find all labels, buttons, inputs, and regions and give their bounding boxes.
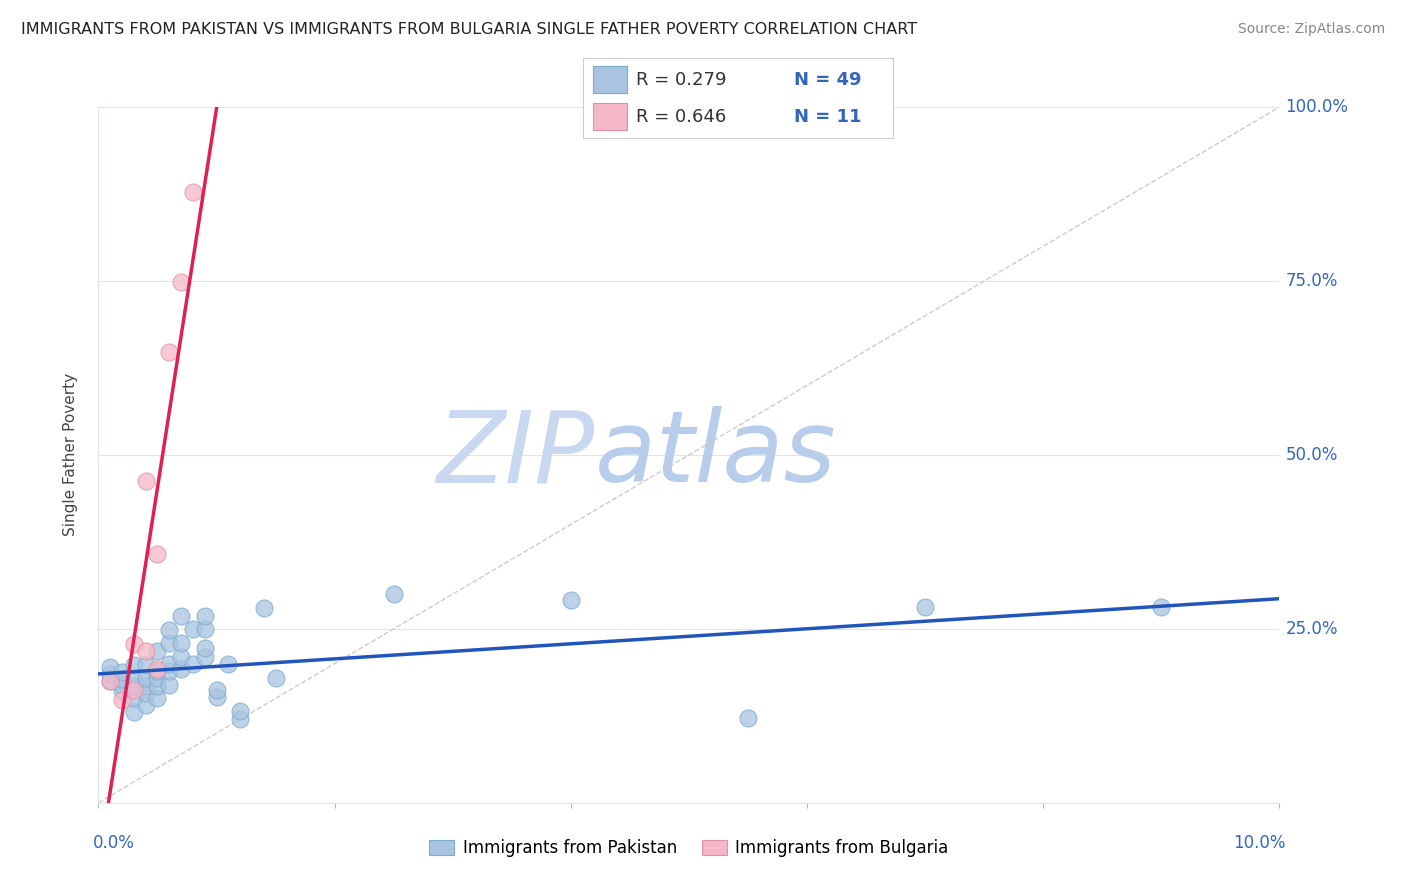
Point	[122, 683, 145, 698]
Point	[170, 276, 193, 290]
Point	[146, 644, 169, 658]
Text: R = 0.279: R = 0.279	[636, 70, 727, 88]
Point	[157, 677, 180, 691]
Point	[170, 609, 193, 624]
Point	[122, 658, 145, 673]
Point	[146, 679, 169, 693]
Point	[914, 599, 936, 614]
Text: 50.0%: 50.0%	[1285, 446, 1337, 464]
Point	[157, 664, 180, 678]
Text: atlas: atlas	[595, 407, 837, 503]
Text: IMMIGRANTS FROM PAKISTAN VS IMMIGRANTS FROM BULGARIA SINGLE FATHER POVERTY CORRE: IMMIGRANTS FROM PAKISTAN VS IMMIGRANTS F…	[21, 22, 917, 37]
Point	[146, 662, 169, 676]
Point	[111, 693, 134, 707]
Text: N = 49: N = 49	[794, 70, 862, 88]
Text: R = 0.646: R = 0.646	[636, 108, 727, 126]
Point	[170, 662, 193, 676]
Point	[205, 690, 228, 704]
Legend: Immigrants from Pakistan, Immigrants from Bulgaria: Immigrants from Pakistan, Immigrants fro…	[423, 833, 955, 864]
Point	[135, 698, 157, 713]
Point	[122, 691, 145, 706]
Point	[98, 667, 121, 681]
Point	[122, 679, 145, 693]
Point	[98, 674, 121, 689]
Point	[264, 671, 287, 685]
Point	[170, 649, 193, 664]
Point	[170, 636, 193, 650]
Point	[111, 677, 134, 691]
Point	[122, 672, 145, 686]
Point	[205, 683, 228, 698]
Point	[1150, 599, 1173, 614]
Point	[135, 475, 157, 489]
Text: 25.0%: 25.0%	[1285, 620, 1339, 638]
Point	[253, 601, 276, 615]
Point	[98, 660, 121, 674]
Point	[737, 711, 759, 725]
Point	[135, 686, 157, 700]
FancyBboxPatch shape	[593, 66, 627, 94]
Point	[146, 664, 169, 678]
Point	[146, 547, 169, 561]
Text: N = 11: N = 11	[794, 108, 862, 126]
Point	[146, 691, 169, 706]
Text: 75.0%: 75.0%	[1285, 272, 1337, 290]
Point	[135, 679, 157, 693]
Point	[98, 674, 121, 689]
Point	[194, 609, 217, 624]
Text: ZIP: ZIP	[436, 407, 595, 503]
Point	[382, 587, 405, 601]
Point	[122, 637, 145, 651]
Point	[111, 672, 134, 686]
Y-axis label: Single Father Poverty: Single Father Poverty	[63, 374, 77, 536]
Point	[111, 684, 134, 698]
Point	[229, 712, 252, 726]
Text: 10.0%: 10.0%	[1233, 834, 1285, 852]
Point	[194, 649, 217, 664]
Point	[560, 592, 582, 607]
Point	[157, 345, 180, 359]
Point	[135, 644, 157, 658]
Point	[181, 185, 204, 199]
Text: 0.0%: 0.0%	[93, 834, 135, 852]
Point	[181, 657, 204, 671]
Point	[135, 658, 157, 673]
Point	[157, 624, 180, 638]
Point	[135, 671, 157, 685]
Point	[229, 704, 252, 718]
Point	[157, 657, 180, 671]
Point	[157, 636, 180, 650]
Text: Source: ZipAtlas.com: Source: ZipAtlas.com	[1237, 22, 1385, 37]
Point	[194, 622, 217, 636]
Point	[194, 641, 217, 656]
Point	[122, 706, 145, 720]
FancyBboxPatch shape	[593, 103, 627, 130]
Point	[181, 622, 204, 636]
Point	[111, 665, 134, 679]
Point	[146, 671, 169, 685]
Point	[217, 657, 239, 671]
Text: 100.0%: 100.0%	[1285, 98, 1348, 116]
